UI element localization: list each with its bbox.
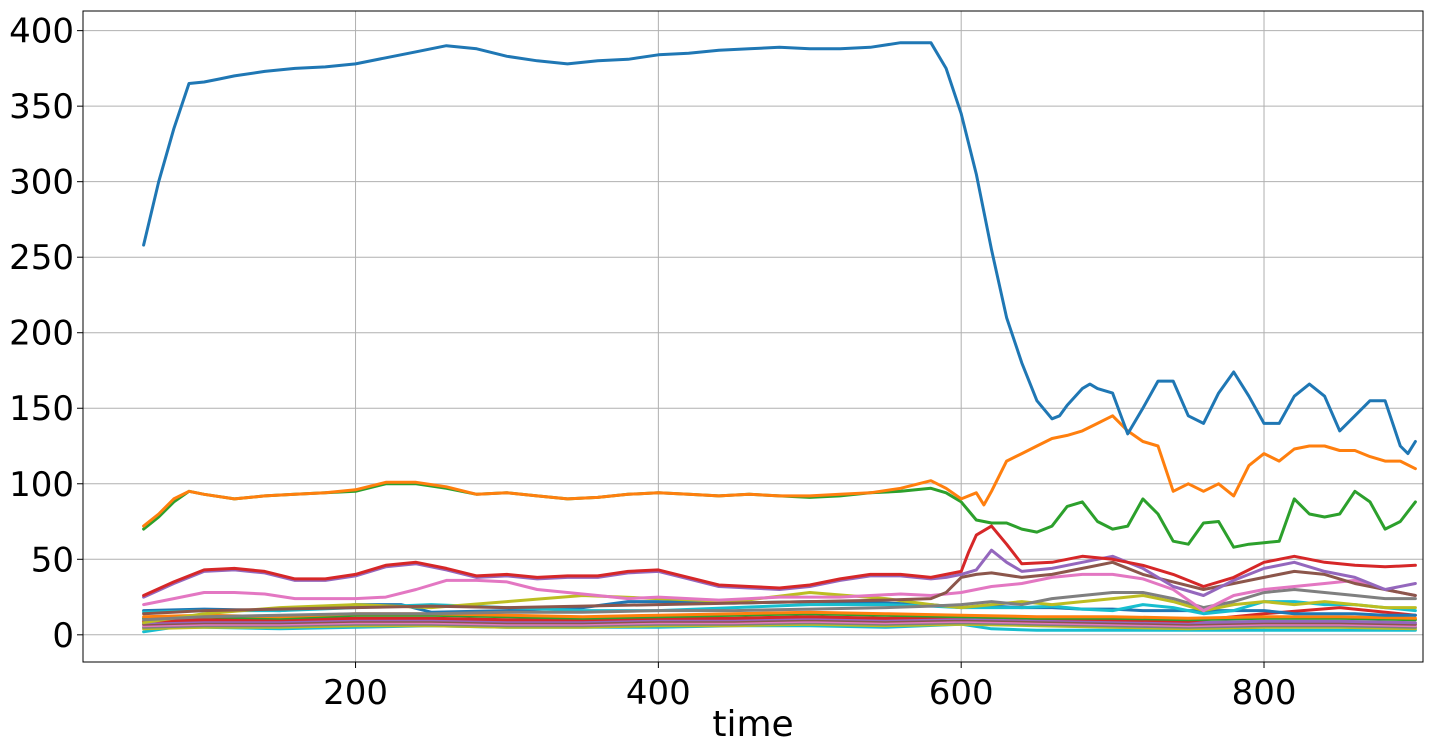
grid [83,11,1423,662]
x-tick-label: 600 [929,673,994,713]
y-tick-label: 300 [9,163,74,203]
series-line-1 [142,41,1417,456]
series-line-5 [142,548,1417,599]
y-tick-label: 100 [9,465,74,505]
series-line-6 [142,560,1417,616]
x-tick-label: 200 [323,673,388,713]
x-tick-label: 800 [1232,673,1297,713]
y-tick-label: 50 [31,540,74,580]
tick-labels: 0 50 100 150 200 250 300 350 400 200 400 600 800 [9,12,1296,713]
y-tick-label: 400 [9,12,74,52]
y-tick-label: 250 [9,238,74,278]
series-line-2 [142,414,1417,528]
series-group [142,41,1417,634]
y-tick-label: 350 [9,87,74,127]
y-tick-label: 200 [9,314,74,354]
series-line-7 [142,572,1417,613]
y-tick-label: 0 [52,616,74,656]
series-line-8 [142,588,1417,622]
plot-frame [82,10,1424,663]
series-line-4 [142,524,1417,597]
y-tick-label: 150 [9,389,74,429]
x-tick-label: 400 [626,673,691,713]
x-axis-label: time [712,704,793,745]
